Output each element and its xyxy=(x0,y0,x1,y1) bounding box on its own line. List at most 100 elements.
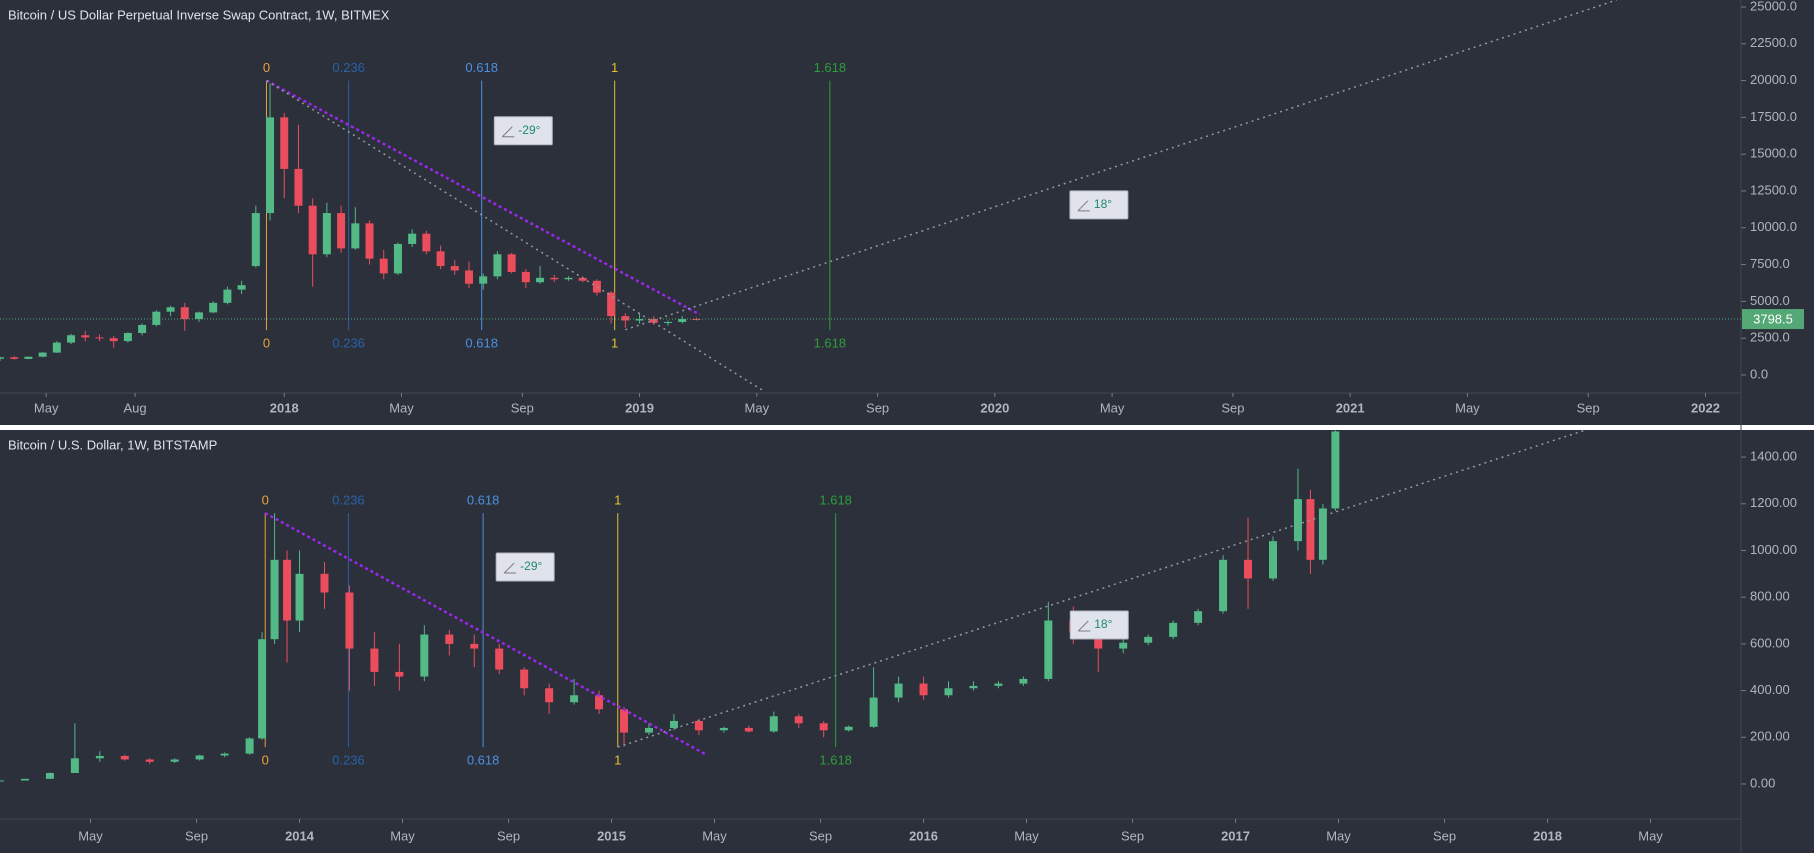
candle-body xyxy=(138,324,147,334)
y-tick-label: 200.00 xyxy=(1750,729,1790,744)
y-tick-label: 20000.0 xyxy=(1750,72,1797,87)
angle-label: -29° xyxy=(520,559,542,573)
candle-body xyxy=(322,213,331,255)
fib-label: 1.618 xyxy=(814,60,847,75)
candle-body xyxy=(507,254,516,272)
candle-body xyxy=(570,695,579,703)
candle-body xyxy=(295,573,304,621)
candle-body xyxy=(95,755,104,759)
candle-body xyxy=(694,720,703,731)
candle-body xyxy=(1044,620,1053,679)
candle-body xyxy=(536,277,545,283)
x-tick-label: May xyxy=(1100,400,1125,415)
x-tick-label: Sep xyxy=(497,828,520,843)
candle-body xyxy=(521,271,530,283)
candle-body xyxy=(678,319,687,322)
candle-body xyxy=(38,352,47,357)
candle-body xyxy=(170,759,179,762)
x-tick-label: May xyxy=(1326,828,1351,843)
candle-body xyxy=(592,280,601,293)
fib-label: 0 xyxy=(263,336,270,351)
candle-body xyxy=(1194,611,1203,623)
x-tick-label: Sep xyxy=(866,400,889,415)
x-tick-label: Sep xyxy=(1221,400,1244,415)
chart-title: Bitcoin / U.S. Dollar, 1W, BITSTAMP xyxy=(8,437,217,452)
x-tick-label: May xyxy=(745,400,770,415)
x-tick-label: Sep xyxy=(1121,828,1144,843)
fib-label: 0 xyxy=(263,60,270,75)
candle-body xyxy=(794,716,803,724)
candle-body xyxy=(479,276,488,284)
x-tick-label: May xyxy=(1455,400,1480,415)
last-price-label: 3798.5 xyxy=(1753,311,1793,326)
candle-body xyxy=(450,266,459,271)
x-tick-label: Sep xyxy=(1433,828,1456,843)
x-tick-label: May xyxy=(1014,828,1039,843)
candle-body xyxy=(283,559,292,621)
x-tick-label: Sep xyxy=(185,828,208,843)
last-price-box xyxy=(1742,309,1804,330)
x-tick-label: Aug xyxy=(123,400,146,415)
x-tick-label: 2015 xyxy=(597,828,626,843)
candle-body xyxy=(408,233,417,244)
candle-body xyxy=(209,302,218,313)
candle-body xyxy=(395,671,404,677)
candle-body xyxy=(635,319,644,321)
angle-box xyxy=(493,116,553,146)
candle-body xyxy=(744,727,753,732)
candle-body xyxy=(320,573,329,593)
candle-body xyxy=(420,634,429,677)
fib-label: 1 xyxy=(611,336,618,351)
candle-body xyxy=(0,357,4,359)
angle-label: 18° xyxy=(1094,617,1112,631)
candle-body xyxy=(308,205,317,255)
candle-body xyxy=(45,773,54,779)
candle-body xyxy=(944,688,953,696)
x-tick-label: 2017 xyxy=(1221,828,1250,843)
y-tick-label: 5000.0 xyxy=(1750,293,1790,308)
candle-body xyxy=(465,270,474,284)
candle-body xyxy=(969,685,978,689)
x-tick-label: 2018 xyxy=(1533,828,1562,843)
angle-icon xyxy=(1077,620,1091,632)
angle-box xyxy=(1069,610,1129,640)
candle-body xyxy=(1094,632,1103,649)
candle-body xyxy=(337,213,346,249)
candle-body xyxy=(445,634,454,644)
candle-body xyxy=(70,758,79,774)
x-tick-label: May xyxy=(390,828,415,843)
y-tick-label: 22500.0 xyxy=(1750,35,1797,50)
fib-label: 0.618 xyxy=(467,753,500,768)
y-tick-label: 400.00 xyxy=(1750,682,1790,697)
x-tick-label: 2019 xyxy=(625,400,654,415)
angle-icon xyxy=(501,126,515,138)
x-tick-label: 2021 xyxy=(1336,400,1365,415)
candle-body xyxy=(470,643,479,649)
candle-body xyxy=(220,753,229,756)
angle-label: -29° xyxy=(518,123,540,137)
trend-line xyxy=(265,79,701,316)
candle-body xyxy=(422,233,431,252)
x-tick-label: Sep xyxy=(511,400,534,415)
candle-body xyxy=(95,337,104,339)
x-tick-label: May xyxy=(34,400,59,415)
x-tick-label: May xyxy=(1638,828,1663,843)
candle-body xyxy=(365,223,374,259)
candle-body xyxy=(844,726,853,731)
candle-body xyxy=(719,727,728,731)
candle-body xyxy=(894,683,903,698)
fib-label: 1.618 xyxy=(814,336,847,351)
fib-label: 1 xyxy=(614,753,621,768)
candle-body xyxy=(345,592,354,649)
candle-body xyxy=(379,258,388,274)
x-tick-label: 2014 xyxy=(285,828,315,843)
fib-label: 0.618 xyxy=(465,336,498,351)
candle-body xyxy=(1144,636,1153,643)
candle-body xyxy=(280,117,289,169)
fib-label: 0.618 xyxy=(465,60,498,75)
y-tick-label: 12500.0 xyxy=(1750,182,1797,197)
x-tick-label: Sep xyxy=(1577,400,1600,415)
candle-body xyxy=(595,695,604,710)
trend-line xyxy=(266,79,765,392)
